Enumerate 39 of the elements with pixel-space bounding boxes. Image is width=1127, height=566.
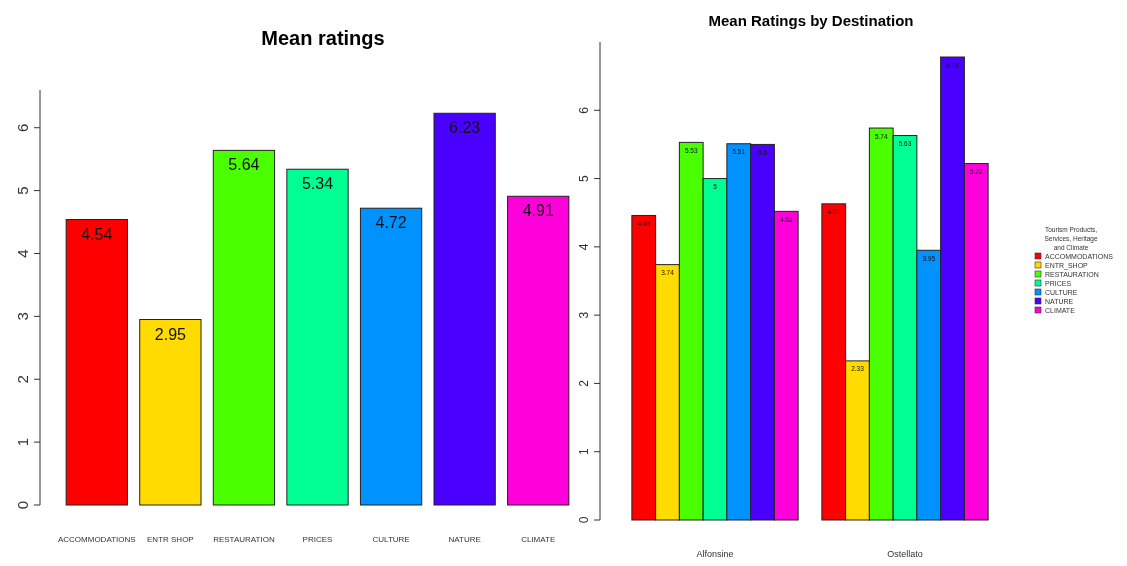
bar [433, 112, 496, 506]
y-tick-label: 3 [577, 311, 591, 319]
bar [139, 319, 202, 506]
x-tick-label: Ostellato [887, 549, 923, 559]
y-tick-label: 5 [577, 174, 591, 182]
x-tick-label: Alfonsine [696, 549, 734, 559]
data-label: 5.64 [228, 156, 260, 174]
data-label: 6.23 [449, 119, 481, 137]
chart-title: Mean Ratings by Destination [708, 12, 914, 29]
data-label: 4.72 [375, 214, 407, 232]
data-label: 4.54 [81, 225, 113, 243]
x-tick-label: RESTAURATION [213, 535, 275, 544]
x-tick-label: CLIMATE [521, 535, 556, 544]
bar [359, 207, 423, 506]
x-tick-label: ENTR SHOP [147, 535, 194, 544]
bar [286, 168, 349, 506]
x-tick-label: ACCOMMODATIONS [57, 535, 136, 544]
bar [507, 195, 570, 506]
y-tick-label: 6 [577, 106, 591, 114]
x-tick-label: PRICES [302, 535, 333, 544]
y-tick-label: 4 [14, 249, 31, 258]
y-tick-label: 1 [14, 437, 31, 447]
y-tick-label: 6 [14, 123, 31, 132]
y-tick-label: 0 [14, 500, 31, 510]
y-tick-label: 5 [14, 186, 31, 195]
y-tick-label: 3 [14, 312, 31, 321]
bar [65, 219, 128, 506]
x-tick-label: CULTURE [372, 535, 410, 544]
data-label: 4.91 [522, 202, 554, 220]
bar [212, 149, 276, 506]
y-tick-label: 4 [577, 243, 591, 251]
y-tick-label: 2 [577, 379, 591, 387]
y-tick-label: 2 [14, 375, 31, 384]
data-label: 2.95 [154, 325, 187, 343]
y-tick-label: 0 [577, 516, 591, 524]
y-tick-label: 1 [577, 448, 591, 456]
data-label: 5.34 [301, 175, 334, 193]
x-tick-label: NATURE [448, 535, 481, 544]
chart-title: Mean ratings [261, 27, 385, 49]
